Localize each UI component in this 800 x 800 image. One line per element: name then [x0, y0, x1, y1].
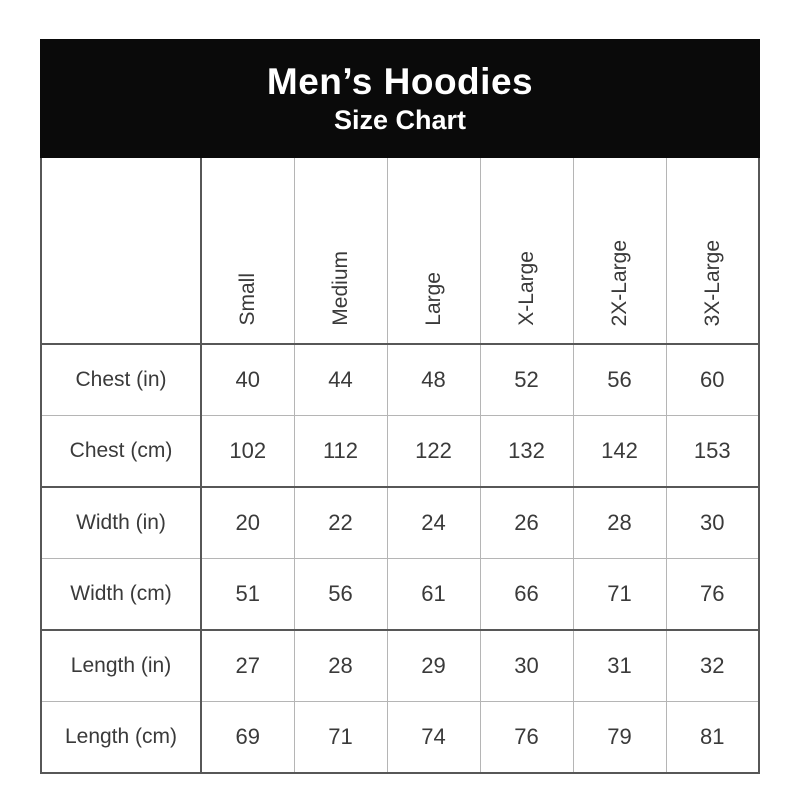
size-table: Small Medium Large X-Large 2X-Large 3X-L…: [40, 158, 760, 774]
value-cell: 112: [293, 415, 388, 488]
column-header-label: Medium: [329, 251, 352, 326]
value-cell: 76: [665, 558, 760, 631]
corner-cell: [40, 158, 202, 345]
value-cell: 52: [479, 343, 574, 416]
value-cell: 29: [386, 629, 481, 702]
value-cell: 31: [572, 629, 667, 702]
row-label: Width (cm): [40, 558, 202, 631]
value-cell: 142: [572, 415, 667, 488]
value-cell: 102: [200, 415, 295, 488]
column-header-small: Small: [200, 158, 295, 345]
row-width-cm: Width (cm) 51 56 61 66 71 76: [40, 558, 760, 631]
value-cell: 132: [479, 415, 574, 488]
column-header-large: Large: [386, 158, 481, 345]
value-cell: 81: [665, 701, 760, 774]
value-cell: 44: [293, 343, 388, 416]
value-cell: 60: [665, 343, 760, 416]
value-cell: 40: [200, 343, 295, 416]
value-cell: 26: [479, 486, 574, 559]
row-length-cm: Length (cm) 69 71 74 76 79 81: [40, 701, 760, 774]
value-cell: 30: [665, 486, 760, 559]
column-header-label: Small: [236, 273, 260, 326]
value-cell: 28: [572, 486, 667, 559]
value-cell: 24: [386, 486, 481, 559]
row-length-in: Length (in) 27 28 29 30 31 32: [40, 629, 760, 702]
column-header-label: Large: [422, 272, 445, 326]
value-cell: 69: [200, 701, 295, 774]
value-cell: 28: [293, 629, 388, 702]
row-label: Chest (in): [40, 343, 202, 416]
value-cell: 61: [386, 558, 481, 631]
row-label: Width (in): [40, 486, 202, 559]
table-header-row: Small Medium Large X-Large 2X-Large 3X-L…: [40, 158, 760, 345]
chart-title-band: Men’s Hoodies Size Chart: [40, 39, 760, 158]
value-cell: 71: [572, 558, 667, 631]
value-cell: 56: [572, 343, 667, 416]
value-cell: 74: [386, 701, 481, 774]
value-cell: 153: [665, 415, 760, 488]
column-header-x-large: X-Large: [479, 158, 574, 345]
chart-title: Men’s Hoodies: [266, 61, 534, 103]
column-header-medium: Medium: [293, 158, 388, 345]
value-cell: 20: [200, 486, 295, 559]
column-header-3x-large: 3X-Large: [665, 158, 760, 345]
column-header-label: X-Large: [515, 251, 538, 326]
value-cell: 22: [293, 486, 388, 559]
value-cell: 76: [479, 701, 574, 774]
value-cell: 66: [479, 558, 574, 631]
row-label: Chest (cm): [40, 415, 202, 488]
size-chart-card: Men’s Hoodies Size Chart Small Medium La…: [40, 39, 760, 774]
row-width-in: Width (in) 20 22 24 26 28 30: [40, 486, 760, 559]
row-chest-in: Chest (in) 40 44 48 52 56 60: [40, 343, 760, 416]
value-cell: 51: [200, 558, 295, 631]
value-cell: 79: [572, 701, 667, 774]
column-header-label: 3X-Large: [700, 239, 724, 326]
column-header-2x-large: 2X-Large: [572, 158, 667, 345]
value-cell: 30: [479, 629, 574, 702]
value-cell: 71: [293, 701, 388, 774]
row-label: Length (cm): [40, 701, 202, 774]
column-header-label: 2X-Large: [608, 239, 631, 326]
value-cell: 122: [386, 415, 481, 488]
row-label: Length (in): [40, 629, 202, 702]
chart-subtitle: Size Chart: [333, 104, 467, 135]
value-cell: 27: [200, 629, 295, 702]
value-cell: 56: [293, 558, 388, 631]
value-cell: 32: [665, 629, 760, 702]
row-chest-cm: Chest (cm) 102 112 122 132 142 153: [40, 415, 760, 488]
value-cell: 48: [386, 343, 481, 416]
